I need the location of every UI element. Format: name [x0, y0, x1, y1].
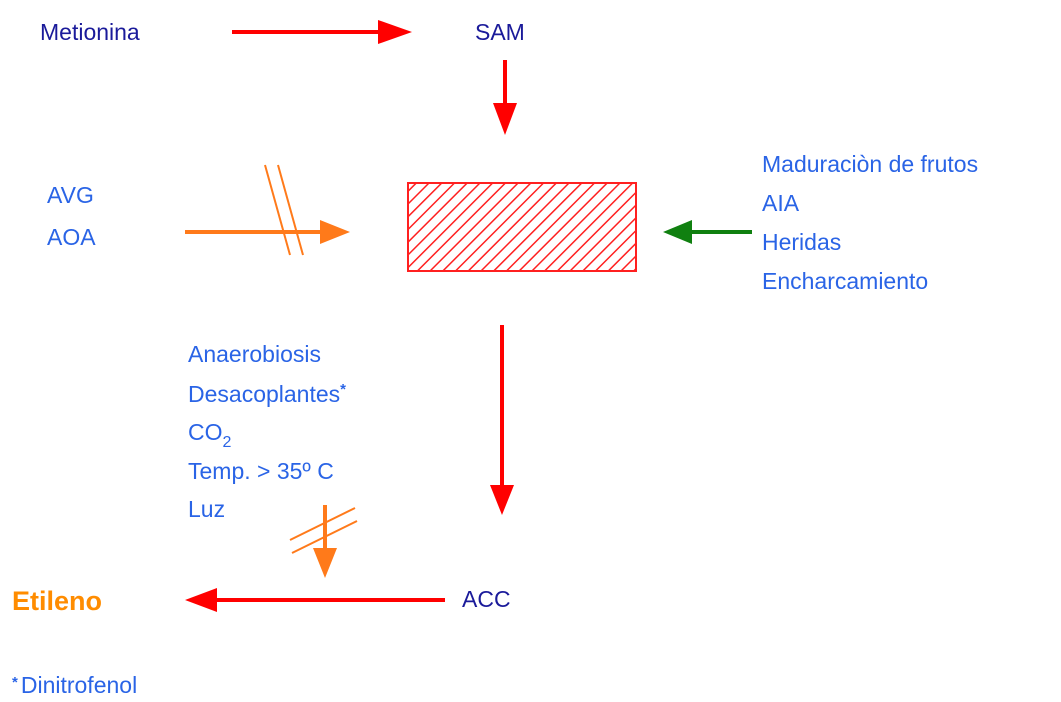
inhibitor: Luz	[188, 496, 225, 522]
node-etileno: Etileno	[12, 586, 102, 616]
arrow-promoter	[663, 220, 752, 244]
footnote-mark: *	[340, 381, 346, 398]
promoter: AIA	[762, 190, 800, 216]
footnote-text: Dinitrofenol	[21, 672, 137, 698]
inhibitor-text: CO	[188, 419, 223, 445]
inhibitor-text: Desacoplantes	[188, 381, 340, 407]
node-metionina: Metionina	[40, 19, 140, 45]
enzyme-box	[407, 182, 637, 272]
node-acc: ACC	[462, 586, 511, 612]
inhibitor: Desacoplantes*	[188, 381, 346, 407]
inhibitor: Temp. > 35º C	[188, 458, 334, 484]
footnote-mark: *	[12, 674, 18, 691]
arrow-inhibited	[185, 164, 358, 578]
node-sam: SAM	[475, 19, 525, 45]
promoter: Encharcamiento	[762, 268, 928, 294]
inhibitor: AOA	[47, 224, 96, 250]
inhibitor: Anaerobiosis	[188, 341, 321, 367]
footnote: * Dinitrofenol	[12, 672, 137, 698]
inhibitor: CO2	[188, 419, 232, 451]
inhibitor: AVG	[47, 182, 94, 208]
subscript: 2	[223, 434, 232, 451]
arrow	[185, 20, 517, 612]
promoter: Maduraciòn de frutos	[762, 151, 978, 177]
promoter: Heridas	[762, 229, 841, 255]
